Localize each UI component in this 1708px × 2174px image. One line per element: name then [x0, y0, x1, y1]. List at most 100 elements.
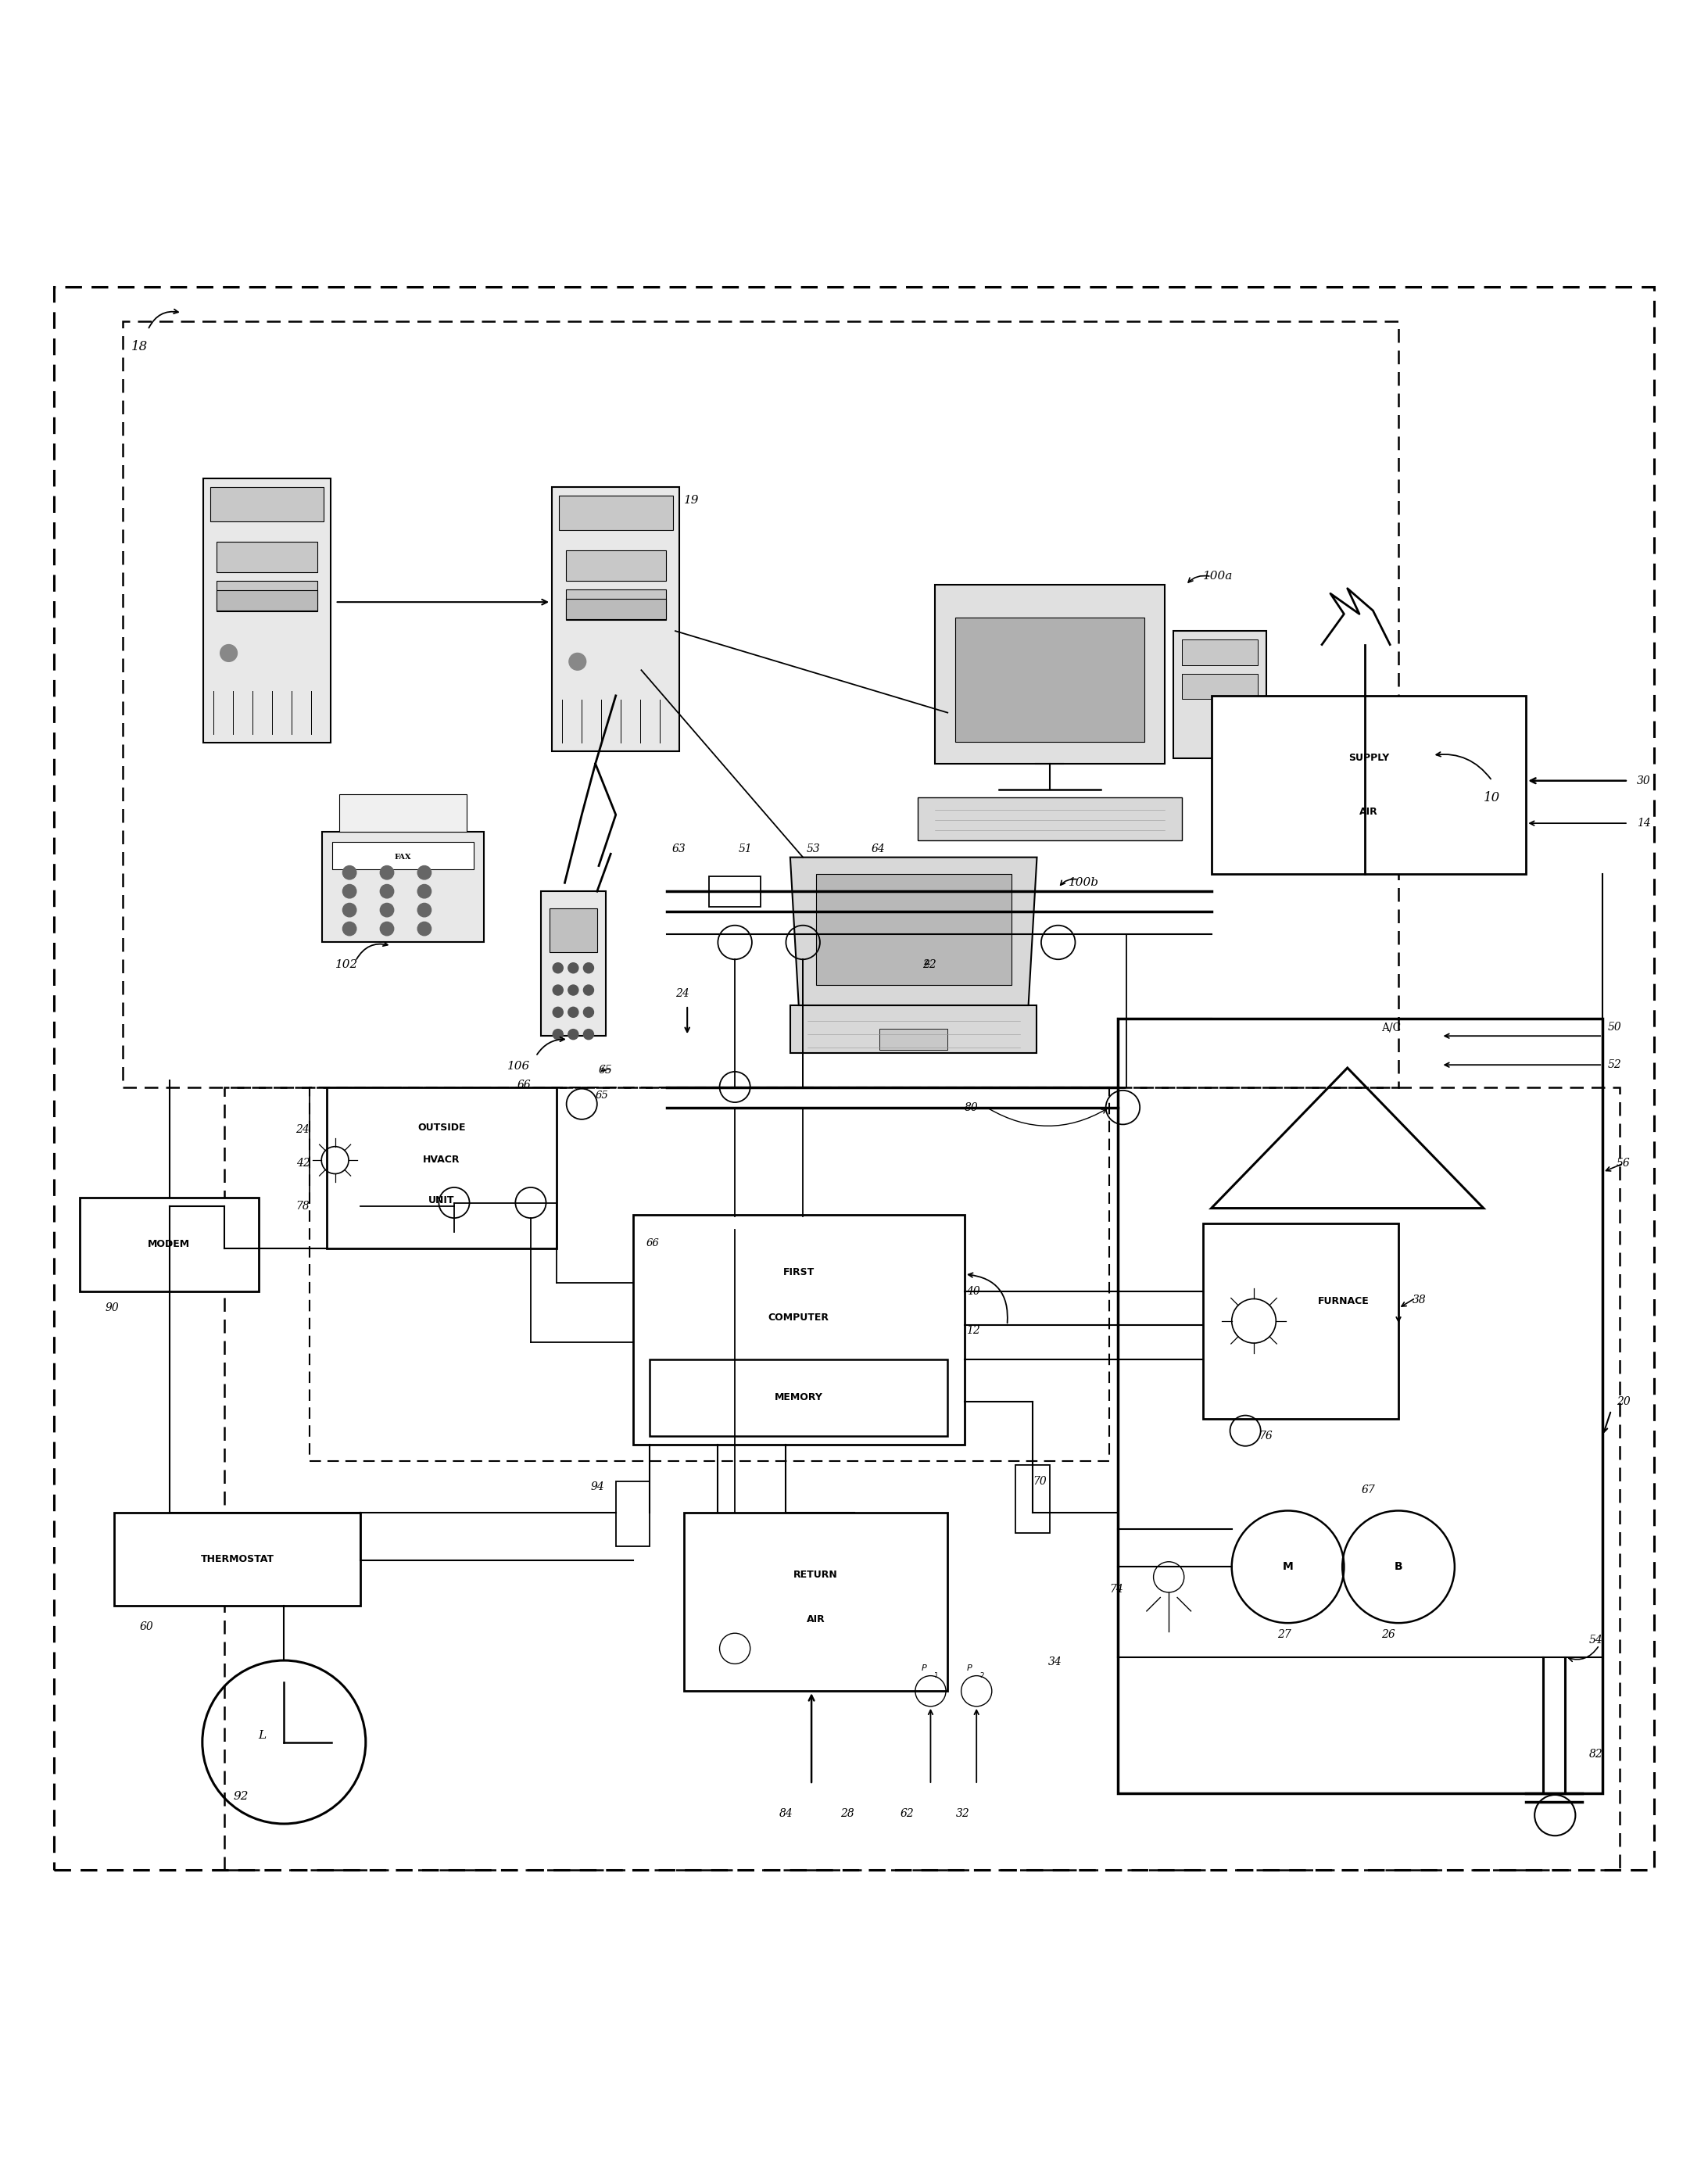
Polygon shape: [1211, 696, 1525, 874]
Text: 64: 64: [871, 844, 885, 854]
Text: 27: 27: [1278, 1630, 1291, 1641]
Circle shape: [417, 885, 430, 898]
Polygon shape: [791, 857, 1037, 1004]
Text: 102: 102: [335, 959, 359, 970]
Text: FAX: FAX: [395, 854, 412, 861]
Circle shape: [381, 922, 395, 935]
Polygon shape: [617, 1483, 649, 1546]
Text: MODEM: MODEM: [149, 1239, 190, 1250]
Circle shape: [584, 963, 594, 974]
Text: RETURN: RETURN: [794, 1570, 839, 1580]
Text: HVACR: HVACR: [424, 1154, 459, 1165]
Text: B: B: [1394, 1561, 1402, 1572]
Text: SUPPLY: SUPPLY: [1348, 752, 1389, 763]
Text: 100a: 100a: [1202, 572, 1233, 583]
Polygon shape: [1016, 1465, 1050, 1533]
Polygon shape: [649, 1359, 948, 1435]
Circle shape: [553, 963, 564, 974]
Text: OUTSIDE: OUTSIDE: [417, 1122, 465, 1133]
Polygon shape: [1182, 674, 1259, 700]
Text: 92: 92: [232, 1791, 248, 1802]
Text: M: M: [1283, 1561, 1293, 1572]
Text: P: P: [967, 1665, 972, 1672]
Text: 54: 54: [1588, 1635, 1602, 1646]
Polygon shape: [791, 1004, 1037, 1052]
Text: FURNACE: FURNACE: [1317, 1296, 1368, 1307]
Polygon shape: [632, 1215, 965, 1444]
Text: 2: 2: [980, 1672, 984, 1678]
Text: 24: 24: [675, 987, 690, 998]
Text: MEMORY: MEMORY: [774, 1394, 823, 1402]
Text: 90: 90: [106, 1302, 120, 1313]
Text: 84: 84: [779, 1809, 793, 1820]
Circle shape: [584, 985, 594, 996]
Text: AIR: AIR: [1360, 807, 1378, 817]
Text: 22: 22: [922, 959, 936, 970]
Text: 20: 20: [1616, 1396, 1629, 1407]
Circle shape: [381, 885, 395, 898]
Text: 1: 1: [934, 1672, 938, 1678]
Text: 30: 30: [1636, 776, 1650, 787]
Text: 18: 18: [132, 339, 147, 354]
Text: 78: 78: [295, 1200, 309, 1211]
Polygon shape: [210, 487, 325, 522]
Text: 52: 52: [1607, 1059, 1621, 1070]
Circle shape: [569, 652, 586, 670]
Polygon shape: [559, 496, 673, 530]
Circle shape: [569, 963, 579, 974]
Text: 67: 67: [1361, 1485, 1375, 1496]
Circle shape: [553, 1028, 564, 1039]
Text: 53: 53: [806, 844, 820, 854]
Polygon shape: [816, 874, 1011, 985]
Text: A/C: A/C: [1382, 1022, 1401, 1033]
Polygon shape: [203, 478, 331, 744]
Text: 94: 94: [591, 1480, 605, 1491]
Text: 38: 38: [1413, 1294, 1426, 1304]
Text: 82: 82: [1588, 1748, 1602, 1759]
Polygon shape: [114, 1513, 360, 1607]
Text: 34: 34: [1049, 1657, 1062, 1667]
Text: AIR: AIR: [806, 1615, 825, 1624]
Polygon shape: [1182, 639, 1259, 665]
Circle shape: [417, 922, 430, 935]
Polygon shape: [541, 891, 606, 1037]
Circle shape: [343, 865, 357, 880]
Text: 66: 66: [646, 1239, 659, 1248]
Circle shape: [569, 1028, 579, 1039]
Polygon shape: [217, 541, 318, 572]
Polygon shape: [340, 794, 466, 833]
Polygon shape: [955, 617, 1144, 741]
Text: 42: 42: [295, 1159, 309, 1170]
Text: 32: 32: [956, 1809, 970, 1820]
Polygon shape: [565, 598, 666, 620]
Text: 50: 50: [1607, 1022, 1621, 1033]
Text: P: P: [921, 1665, 926, 1672]
Circle shape: [417, 865, 430, 880]
Text: 62: 62: [900, 1809, 914, 1820]
Polygon shape: [323, 833, 483, 941]
Polygon shape: [552, 487, 680, 750]
Text: 51: 51: [738, 844, 752, 854]
Circle shape: [343, 922, 357, 935]
Circle shape: [569, 985, 579, 996]
Text: 56: 56: [1616, 1159, 1629, 1170]
Text: FIRST: FIRST: [782, 1267, 815, 1276]
Polygon shape: [1173, 630, 1267, 759]
Polygon shape: [1202, 1224, 1399, 1420]
Text: 80: 80: [965, 1102, 979, 1113]
Polygon shape: [709, 876, 760, 907]
Polygon shape: [217, 589, 318, 611]
Text: L: L: [258, 1731, 266, 1741]
Polygon shape: [934, 585, 1165, 763]
Circle shape: [381, 902, 395, 917]
Circle shape: [220, 646, 237, 661]
Text: 26: 26: [1382, 1630, 1395, 1641]
Text: 106: 106: [507, 1061, 529, 1072]
Text: 19: 19: [683, 493, 699, 504]
Polygon shape: [550, 909, 598, 952]
Text: 63: 63: [671, 844, 687, 854]
Text: UNIT: UNIT: [429, 1196, 454, 1204]
Text: 66: 66: [518, 1080, 531, 1091]
Polygon shape: [880, 1028, 948, 1050]
Circle shape: [343, 902, 357, 917]
